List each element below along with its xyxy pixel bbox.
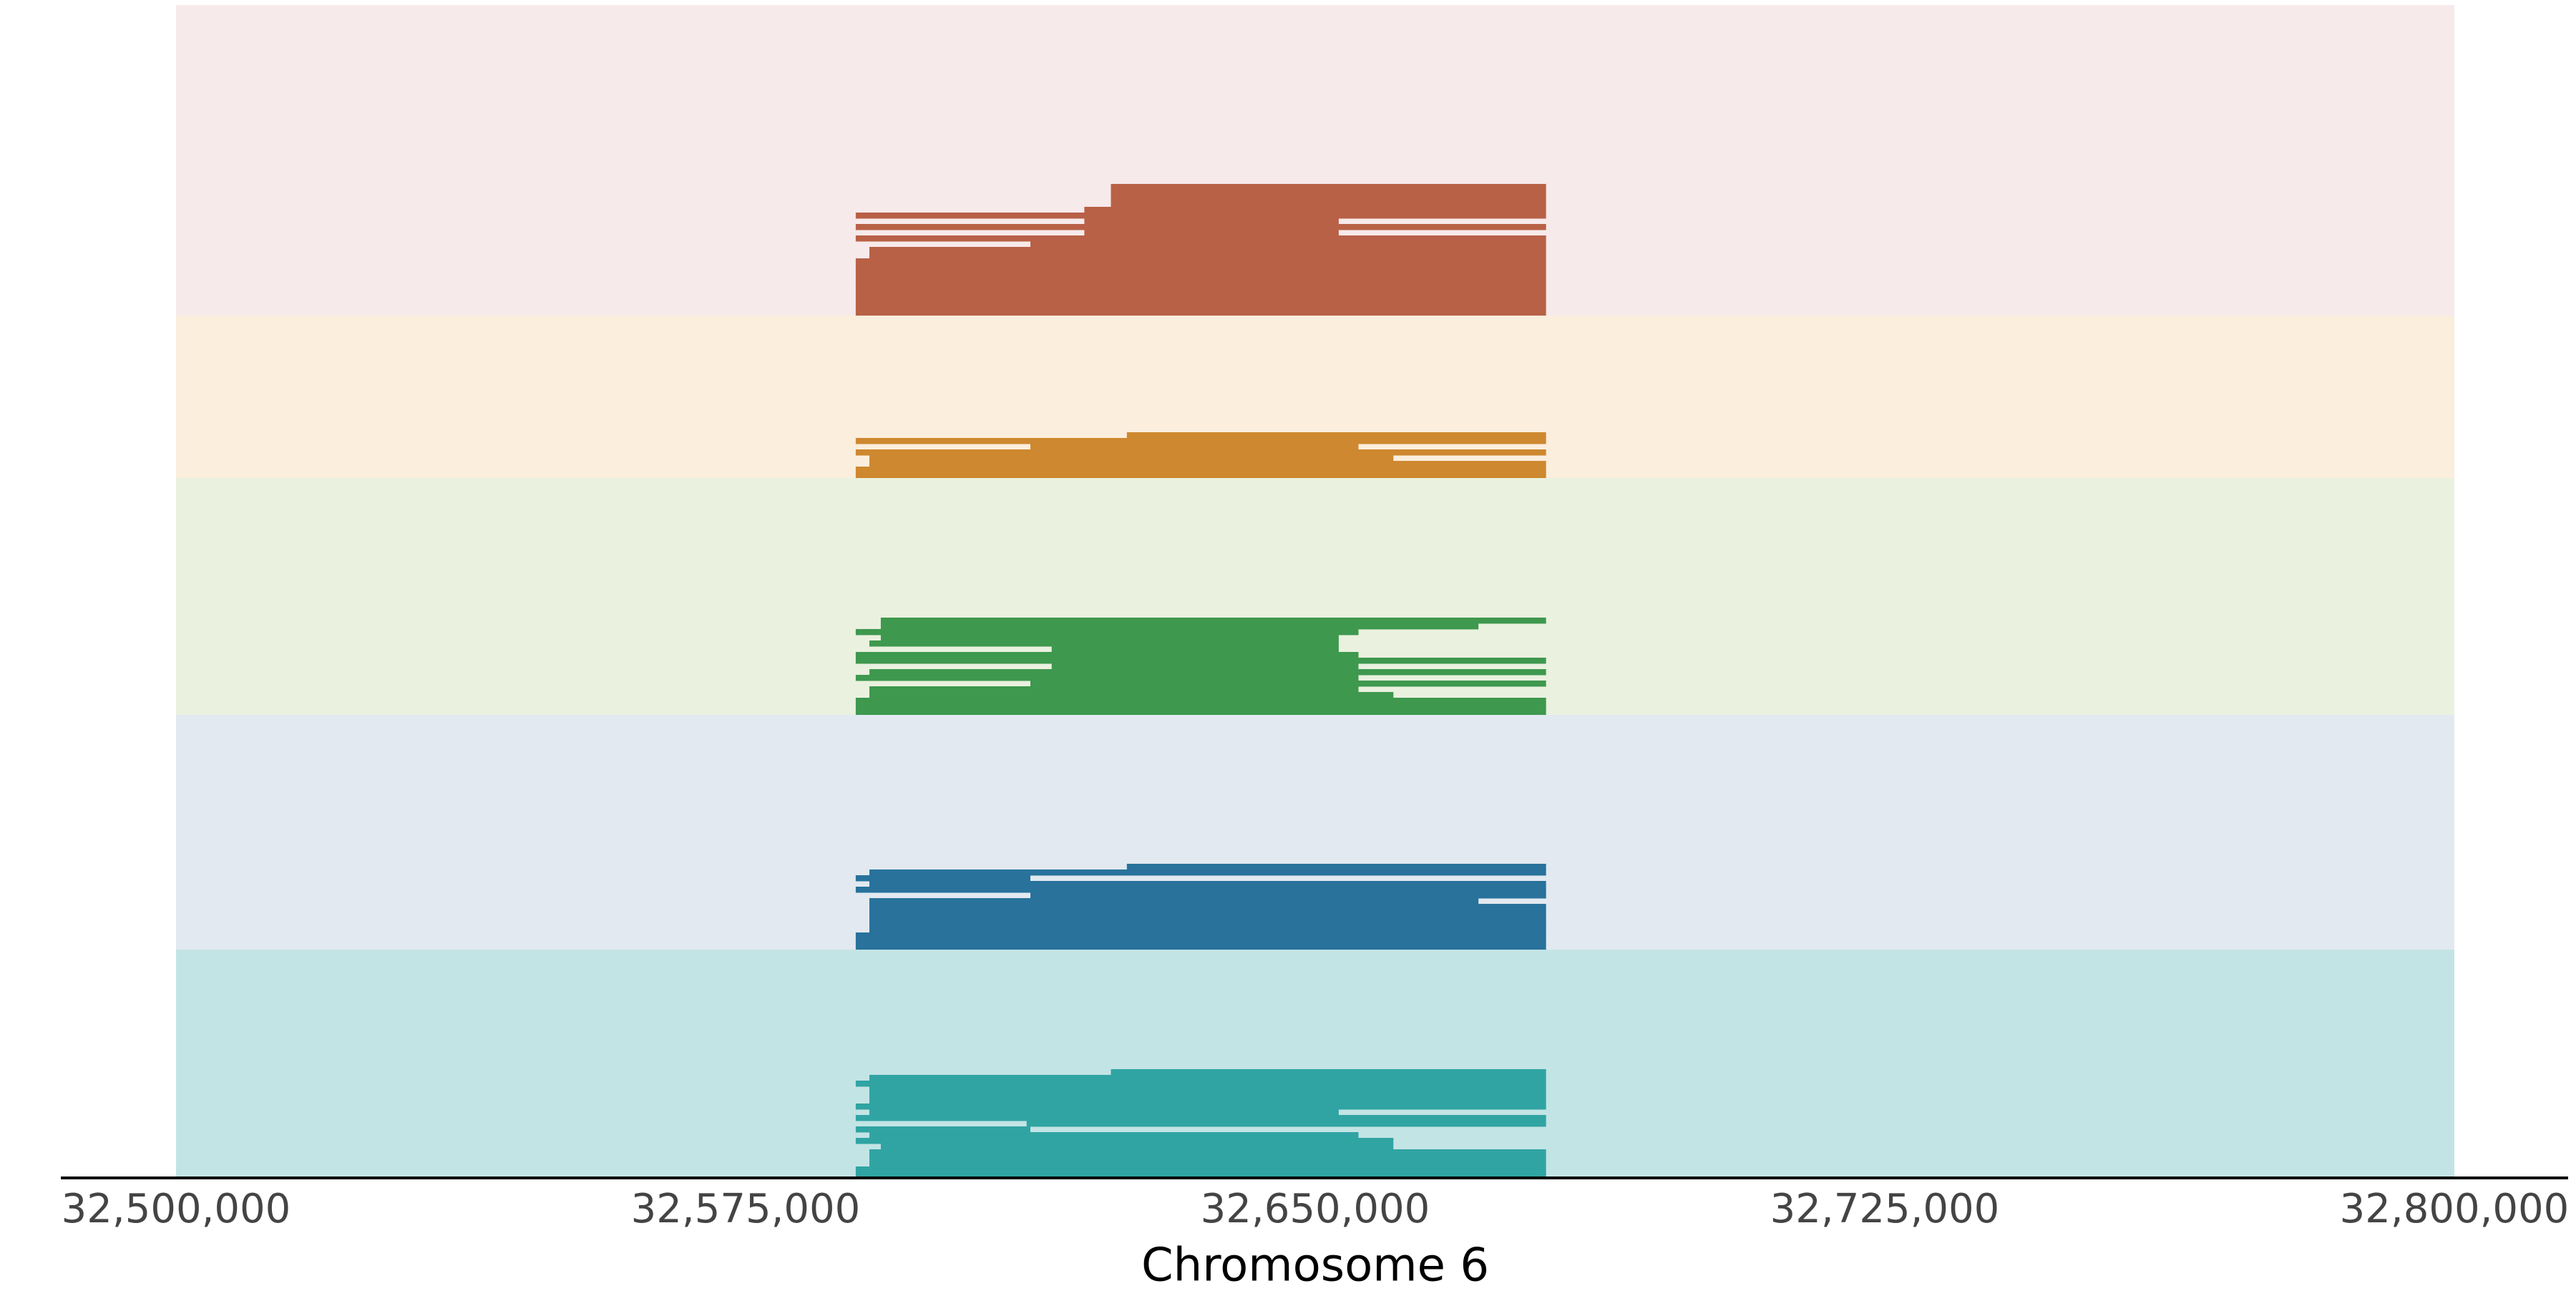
haplotype-segment <box>855 235 1546 242</box>
haplotype-segment <box>855 887 1546 893</box>
x-tick-label: 32,725,000 <box>1770 1186 2000 1232</box>
x-axis-label: Chromosome 6 <box>1141 1239 1489 1288</box>
haplotype-segment <box>1126 432 1546 439</box>
haplotype-segment <box>869 461 1546 467</box>
haplotype-segment <box>1084 207 1546 213</box>
haplotype-segment <box>855 703 1546 710</box>
haplotype-segment <box>1030 681 1546 687</box>
haplotype-segment <box>869 1092 1546 1098</box>
haplotype-segment <box>869 1132 1359 1139</box>
haplotype-segment <box>1026 1121 1546 1127</box>
haplotype-segment <box>869 247 1546 253</box>
haplotype-segment <box>855 270 1546 276</box>
haplotype-segment <box>855 1166 1546 1173</box>
haplotype-segment <box>1111 184 1546 190</box>
haplotype-segment <box>855 1081 1546 1087</box>
haplotype-segment <box>855 449 1546 456</box>
haplotype-segment <box>855 1172 1546 1179</box>
haplotype-segment <box>869 640 1339 647</box>
haplotype-segment <box>1111 190 1546 196</box>
haplotype-segment <box>855 287 1546 293</box>
haplotype-segment <box>1051 646 1339 653</box>
haplotype-segment <box>1030 444 1359 450</box>
haplotype-segment <box>855 310 1546 316</box>
haplotype-segment <box>869 669 1546 676</box>
haplotype-segment <box>869 904 1546 910</box>
haplotype-segment <box>855 467 1546 473</box>
haplotype-segment <box>869 881 1546 887</box>
haplotype-segment <box>1111 201 1546 208</box>
haplotype-segment <box>869 921 1546 927</box>
haplotype-segment <box>869 1155 1546 1161</box>
haplotype-segment <box>855 709 1546 716</box>
haplotype-segment <box>855 264 1546 271</box>
x-tick-label: 32,575,000 <box>631 1186 861 1232</box>
haplotype-segment <box>869 692 1394 698</box>
haplotype-segment <box>869 915 1546 922</box>
haplotype-segment <box>1111 195 1546 202</box>
haplotype-segment <box>855 281 1546 288</box>
haplotype-segment <box>1126 864 1546 870</box>
haplotype-segment <box>855 224 1546 230</box>
haplotype-segment <box>869 1109 1339 1116</box>
haplotype-segment <box>869 1149 1546 1156</box>
haplotype-segment <box>855 1138 1394 1144</box>
haplotype-segment <box>869 455 1394 462</box>
haplotype-segment <box>869 869 1546 876</box>
haplotype-segment <box>855 629 1359 635</box>
haplotype-segment <box>855 472 1546 479</box>
haplotype-segment <box>855 698 1546 704</box>
haplotype-segment <box>869 1075 1546 1081</box>
haplotype-segment <box>1051 663 1359 670</box>
haplotype-segment <box>855 938 1546 945</box>
haplotype-segment <box>1084 230 1339 236</box>
haplotype-segment <box>855 438 1546 444</box>
haplotype-segment <box>880 1144 1394 1150</box>
haplotype-segment <box>869 1161 1546 1167</box>
haplotype-segment <box>869 910 1546 916</box>
x-tick-label: 32,800,000 <box>2340 1186 2570 1232</box>
haplotype-segment <box>855 944 1546 950</box>
haplotype-segment <box>880 618 1546 624</box>
haplotype-segment <box>855 258 1546 265</box>
haplotype-segment <box>880 623 1479 630</box>
haplotype-segment <box>855 1115 1546 1121</box>
haplotype-segment <box>869 1086 1546 1093</box>
haplotype-segment <box>855 304 1546 311</box>
haplotype-segment <box>855 1104 1546 1110</box>
haplotype-segment <box>1084 218 1339 225</box>
haplotype-segment <box>869 1098 1546 1104</box>
haplotype-segment <box>855 298 1546 305</box>
haplotype-segment <box>855 875 1030 882</box>
haplotype-segment <box>855 652 1359 658</box>
haplotype-segment <box>1030 241 1546 248</box>
haplotype-segment <box>855 932 1546 939</box>
x-tick-label: 32,500,000 <box>62 1186 291 1232</box>
haplotype-segment <box>869 253 1546 259</box>
haplotype-segment <box>855 276 1546 282</box>
x-tick-label: 32,650,000 <box>1201 1186 1430 1232</box>
haplotype-segment <box>869 898 1479 905</box>
haplotype-segment <box>880 635 1339 641</box>
haplotype-segment <box>855 1126 1030 1133</box>
haplotype-segment <box>1030 892 1546 899</box>
haplotype-segment <box>869 927 1546 933</box>
haplotype-segment <box>855 293 1546 299</box>
haplotype-segment <box>855 658 1546 664</box>
haplotype-segment <box>1111 1069 1546 1076</box>
haplotype-segment <box>855 675 1359 681</box>
haplotype-segment <box>869 686 1359 693</box>
haplotype-segment <box>855 213 1546 219</box>
